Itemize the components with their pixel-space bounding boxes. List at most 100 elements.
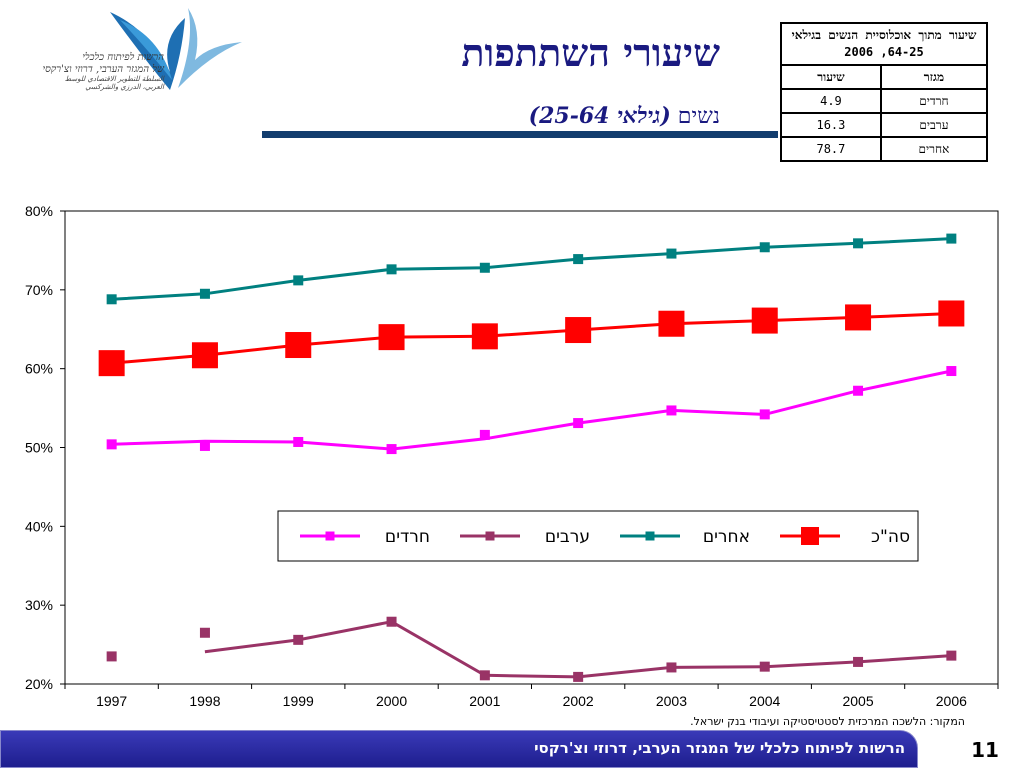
data-point: [479, 262, 490, 273]
data-point: [293, 436, 304, 447]
data-point: [751, 307, 778, 334]
data-point: [946, 650, 957, 661]
data-point: [386, 264, 397, 275]
title-divider: [262, 131, 778, 138]
y-tick-label: 40%: [25, 518, 53, 534]
legend-swatch-marker: [645, 531, 655, 541]
table-cell-rate: 16.3: [780, 112, 882, 138]
data-point: [106, 651, 117, 662]
data-point: [853, 385, 864, 396]
table-row: חרדים 4.9: [780, 88, 989, 114]
y-tick-label: 50%: [25, 440, 53, 456]
legend-label: אחרים: [703, 527, 750, 547]
data-point: [845, 304, 872, 331]
data-point: [759, 242, 770, 253]
data-point: [573, 418, 584, 429]
data-point: [666, 248, 677, 259]
y-tick-label: 20%: [25, 676, 53, 692]
data-point: [98, 350, 125, 377]
data-point: [759, 409, 770, 420]
data-point: [106, 439, 117, 450]
y-tick-label: 30%: [25, 597, 53, 613]
legend-label: ערבים: [545, 527, 590, 547]
legend-swatch-marker: [485, 531, 495, 541]
data-point: [199, 288, 210, 299]
x-tick-label: 2001: [469, 693, 500, 709]
logo-line: السلطة للتطوير الاقتصادي للوسط: [64, 75, 164, 83]
data-point: [853, 238, 864, 249]
series-line: [111, 312, 952, 365]
x-tick-label: 2006: [936, 693, 967, 709]
subtitle-word: נשים: [677, 104, 720, 129]
participation-line-chart: 20% 30% 40% 50% 60% 70% 80% 1997 1998 1999 2000 200…: [25, 203, 999, 709]
data-point: [386, 444, 397, 455]
data-point: [285, 332, 312, 359]
data-point: [378, 324, 405, 351]
logo-line: العربي، الدرزي والشركسي: [85, 83, 164, 92]
x-tick-label: 1999: [283, 693, 314, 709]
data-point: [573, 254, 584, 265]
table-cell-rate: 4.9: [780, 88, 882, 114]
footer-bar: הרשות לפיתוח כלכלי של המגזר הערבי, דרוזי…: [0, 730, 918, 768]
series-line: [111, 369, 952, 451]
table-cell-sector: אחרים: [879, 136, 989, 162]
y-tick-label: 60%: [25, 361, 53, 377]
table-row: ערבים 16.3: [780, 112, 989, 138]
data-point: [938, 300, 965, 327]
logo-line: של המגזר הערבי, דרוזי וצ'רקסי: [42, 63, 164, 75]
data-point: [565, 317, 592, 344]
x-tick-label: 2005: [842, 693, 873, 709]
data-point: [386, 616, 397, 627]
data-point: [946, 366, 957, 377]
legend-swatch-marker: [801, 527, 819, 545]
legend-label: חרדים: [385, 527, 430, 547]
table-cell-sector: חרדים: [879, 88, 989, 114]
data-point: [666, 405, 677, 416]
data-point: [573, 671, 584, 682]
data-point: [191, 342, 218, 369]
legend-label: סה"כ: [871, 527, 910, 547]
logo: הרשות לפיתוח כלכלי של המגזר הערבי, דרוזי…: [10, 0, 250, 135]
table-cell-sector: ערבים: [879, 112, 989, 138]
info-table-col-rate: שיעור: [780, 64, 882, 90]
source-note: המקור: הלשכה המרכזית לסטטיסטיקה ועיבודי …: [690, 715, 965, 728]
table-row: אחרים 78.7: [780, 136, 989, 162]
table-cell-rate: 78.7: [780, 136, 882, 162]
x-tick-label: 1998: [189, 693, 220, 709]
chart-legend: חרדים ערבים אחרים סה"כ: [277, 510, 919, 562]
data-point: [293, 634, 304, 645]
x-tick-label: 2002: [563, 693, 594, 709]
data-point: [471, 323, 498, 350]
data-point: [658, 310, 685, 337]
bird-logo-icon: [110, 8, 242, 90]
legend-swatch-marker: [325, 531, 335, 541]
info-table-header: שיעור מתוך אוכלוסיית הנשים בגילאי 64-25,…: [780, 22, 988, 66]
page-subtitle: נשים (גילאי 25-64): [400, 103, 720, 129]
data-point: [946, 233, 957, 244]
x-tick-label: 2000: [376, 693, 407, 709]
footer-text: הרשות לפיתוח כלכלי של המגזר הערבי, דרוזי…: [534, 739, 905, 757]
y-tick-label: 70%: [25, 282, 53, 298]
data-point: [199, 627, 210, 638]
x-tick-label: 2003: [656, 693, 687, 709]
page-title: שיעורי השתתפות: [461, 30, 720, 75]
data-point: [853, 656, 864, 667]
info-table-col-sector: מגזר: [879, 64, 989, 90]
subtitle-age-range: (גילאי 25-64): [528, 103, 671, 129]
x-tick-label: 1997: [96, 693, 127, 709]
data-point: [759, 661, 770, 672]
data-point: [666, 662, 677, 673]
data-point: [479, 429, 490, 440]
data-point: [293, 275, 304, 286]
x-tick-label: 2004: [749, 693, 780, 709]
series-line: [111, 237, 952, 301]
logo-text: הרשות לפיתוח כלכלי של המגזר הערבי, דרוזי…: [24, 52, 164, 91]
data-point: [479, 670, 490, 681]
data-point: [106, 294, 117, 305]
y-tick-label: 80%: [25, 203, 53, 219]
plot-area: [64, 210, 999, 685]
logo-line: הרשות לפיתוח כלכלי: [82, 52, 164, 63]
info-table: שיעור מתוך אוכלוסיית הנשים בגילאי 64-25,…: [780, 22, 989, 162]
page-number: 11: [971, 738, 999, 762]
data-point: [199, 440, 210, 451]
